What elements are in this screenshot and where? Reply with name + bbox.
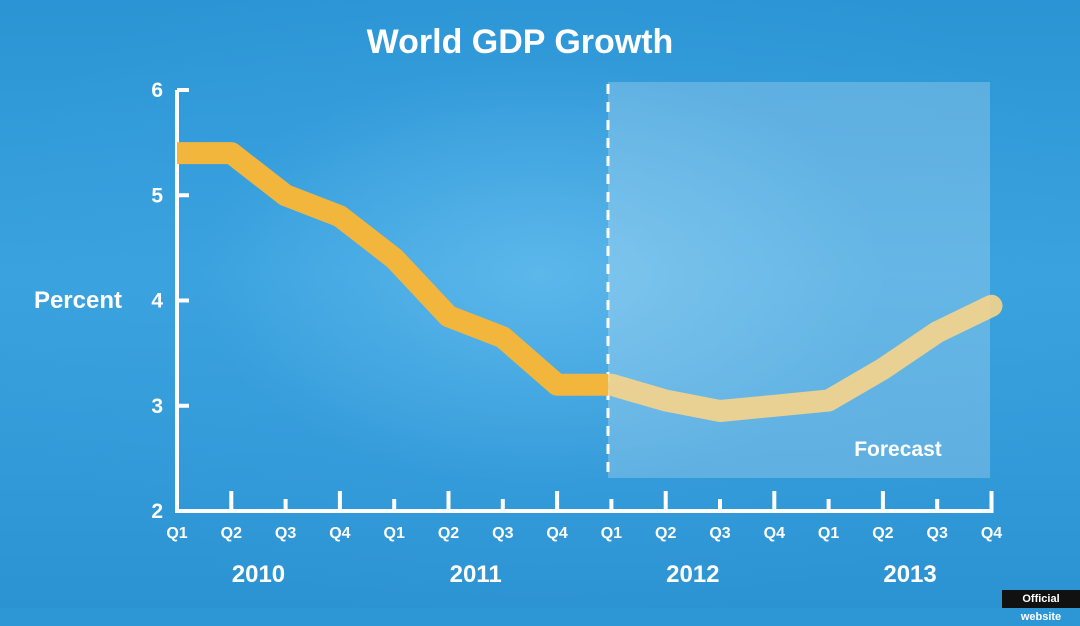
y-tick-label: 3 (151, 395, 163, 418)
x-tick-label: Q2 (221, 525, 242, 542)
y-axis-label: Percent (34, 287, 122, 314)
data-point (554, 382, 560, 388)
y-tick-label: 2 (151, 500, 163, 523)
official-website-badge: Official website (1002, 590, 1080, 623)
x-tick-label: Q1 (384, 525, 405, 542)
data-point (717, 408, 723, 414)
data-point (446, 313, 452, 319)
x-tick-label: Q3 (492, 525, 513, 542)
series-line-actual (177, 142, 608, 396)
year-label: 2013 (883, 561, 936, 588)
data-point (934, 329, 940, 335)
year-label: 2012 (666, 561, 719, 588)
data-point (283, 192, 289, 198)
x-tick-label: Q1 (601, 525, 622, 542)
gdp-line-chart: World GDP Growth Percent 2 3 4 5 6 Q1 Q2 Q3 Q4 Q… (34, 23, 1003, 588)
x-tick-label: Q4 (546, 525, 567, 542)
data-point (880, 366, 886, 372)
x-tick-label: Q2 (655, 525, 676, 542)
x-tick-label: Q2 (872, 525, 893, 542)
y-tick-label: 4 (151, 290, 163, 313)
data-point (228, 150, 234, 156)
series-line-forecast (608, 294, 1003, 422)
chart-title: World GDP Growth (367, 23, 674, 61)
data-point (500, 334, 506, 340)
data-point (989, 303, 995, 309)
x-tick-label: Q1 (818, 525, 839, 542)
x-tick-label: Q3 (275, 525, 296, 542)
x-tick-label: Q3 (927, 525, 948, 542)
x-tick-label: Q3 (709, 525, 730, 542)
x-tick-label: Q1 (166, 525, 187, 542)
data-point (391, 255, 397, 261)
x-tick-label: Q2 (438, 525, 459, 542)
y-tick-label: 5 (151, 184, 163, 207)
x-tick-label: Q4 (981, 525, 1002, 542)
year-label: 2011 (450, 561, 502, 588)
data-point (771, 403, 777, 409)
forecast-region (608, 82, 990, 478)
data-point (174, 150, 180, 156)
data-point (337, 213, 343, 219)
y-tick-label: 6 (151, 79, 163, 102)
data-point (608, 382, 614, 388)
forecast-label: Forecast (854, 438, 942, 461)
year-label: 2010 (232, 561, 285, 588)
x-tick-label: Q4 (329, 525, 350, 542)
data-point (826, 398, 832, 404)
data-point (663, 398, 669, 404)
x-tick-label: Q4 (764, 525, 785, 542)
